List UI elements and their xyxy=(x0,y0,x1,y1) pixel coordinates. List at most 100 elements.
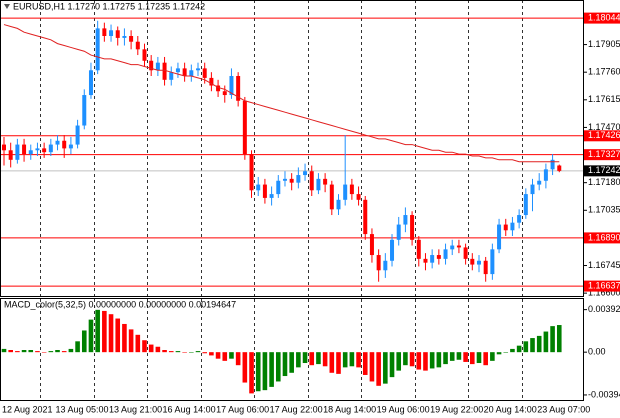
macd-bar xyxy=(476,352,482,364)
macd-bar xyxy=(95,309,100,353)
macd-bar xyxy=(349,352,355,367)
macd-bar xyxy=(1,348,7,353)
candle-body xyxy=(416,239,421,259)
macd-bar xyxy=(523,341,529,353)
candle-body xyxy=(175,68,180,73)
candle-body xyxy=(28,150,33,155)
marks xyxy=(0,17,584,394)
macd-bar xyxy=(282,352,288,377)
level-label: 1.17426 xyxy=(588,130,620,140)
x-tick-label: 17 Aug 22:00 xyxy=(270,404,323,414)
candle-body xyxy=(329,184,334,210)
macd-bar xyxy=(296,352,301,368)
macd-bar xyxy=(449,352,455,361)
last-price-label: 1.17242 xyxy=(588,165,620,175)
x-tick-label: 13 Aug 21:00 xyxy=(109,404,162,414)
macd-bar xyxy=(108,314,114,353)
macd-bar xyxy=(262,352,268,391)
macd-bar xyxy=(28,350,34,353)
candle-body xyxy=(122,36,127,38)
macd-bar xyxy=(463,352,468,362)
sub-frame xyxy=(0,298,584,401)
candle-body xyxy=(269,194,274,198)
candle-body xyxy=(149,60,154,71)
candle-body xyxy=(403,215,408,225)
macd-bar xyxy=(242,352,248,383)
level-label-box xyxy=(584,12,620,24)
level-label-box xyxy=(584,130,620,142)
y-tick-label: 0.00 xyxy=(588,347,606,357)
candle-body xyxy=(336,199,341,210)
candle-body xyxy=(142,49,147,61)
candle-body xyxy=(129,36,134,42)
macd-bar xyxy=(483,352,488,366)
chart-title: EURUSD,H1 1.17270 1.17275 1.17235 1.1724… xyxy=(13,1,205,11)
level-label: 1.18044 xyxy=(588,12,620,22)
candle-body xyxy=(95,28,100,71)
last-price-box xyxy=(584,165,620,177)
candle-body xyxy=(537,180,542,185)
candle-body xyxy=(242,100,247,155)
macd-bar xyxy=(269,352,274,387)
candle-body xyxy=(296,175,301,183)
candle-body xyxy=(135,41,140,50)
main-frame xyxy=(0,0,584,297)
macd-bar xyxy=(516,345,522,353)
level-label-box xyxy=(584,232,620,244)
candle-body xyxy=(222,91,227,96)
chart-icon xyxy=(4,4,10,9)
candle-body xyxy=(22,144,27,155)
macd-bar xyxy=(543,331,549,353)
candle-body xyxy=(249,154,254,191)
x-tick-label: 16 Aug 14:00 xyxy=(163,404,216,414)
macd-bar xyxy=(376,352,381,386)
candle-body xyxy=(443,249,448,259)
candle-body xyxy=(550,159,555,170)
y-tick-label: -0.003943 xyxy=(588,389,620,399)
grid xyxy=(40,0,523,401)
candle-body xyxy=(383,260,388,271)
macd-bar xyxy=(429,352,435,369)
y-tick-label: 1.16600 xyxy=(588,288,620,298)
macd-bar xyxy=(383,352,388,384)
macd-bar xyxy=(235,352,241,366)
candle-body xyxy=(8,150,13,160)
candle-body xyxy=(463,247,468,259)
macd-bar xyxy=(222,352,228,361)
macd-bar xyxy=(329,352,335,373)
macd-bar xyxy=(229,352,234,359)
macd-bar xyxy=(135,334,141,353)
macd-bar xyxy=(122,323,127,353)
candle-body xyxy=(530,184,535,195)
macd-bar xyxy=(255,352,261,392)
candle-body xyxy=(216,85,221,92)
macd-bar xyxy=(289,352,294,373)
candle-body xyxy=(276,180,281,195)
macd-bar xyxy=(436,352,442,368)
candle-body xyxy=(256,184,261,191)
macd-bar xyxy=(168,351,174,353)
y-tick-label: 1.17615 xyxy=(588,94,620,104)
candle-body xyxy=(115,30,120,38)
candle-body xyxy=(430,255,435,263)
candle-body xyxy=(202,68,207,78)
level-label: 1.16637 xyxy=(588,280,620,290)
candle-body xyxy=(523,194,528,216)
candle-body xyxy=(363,199,368,235)
candle-body xyxy=(48,144,53,153)
candle-body xyxy=(229,76,234,96)
candle-body xyxy=(470,258,475,265)
candle-body xyxy=(356,194,361,200)
macd-bar xyxy=(423,352,428,371)
x-tick-label: 17 Aug 06:00 xyxy=(216,404,269,414)
macd-bar xyxy=(309,352,315,366)
macd-bar xyxy=(409,352,415,367)
macd-bar xyxy=(189,352,194,353)
candle-body xyxy=(102,28,107,36)
macd-bar xyxy=(389,352,395,378)
y-tick-label: 1.17905 xyxy=(588,39,620,49)
macd-bar xyxy=(48,351,54,353)
candle-body xyxy=(410,215,415,240)
